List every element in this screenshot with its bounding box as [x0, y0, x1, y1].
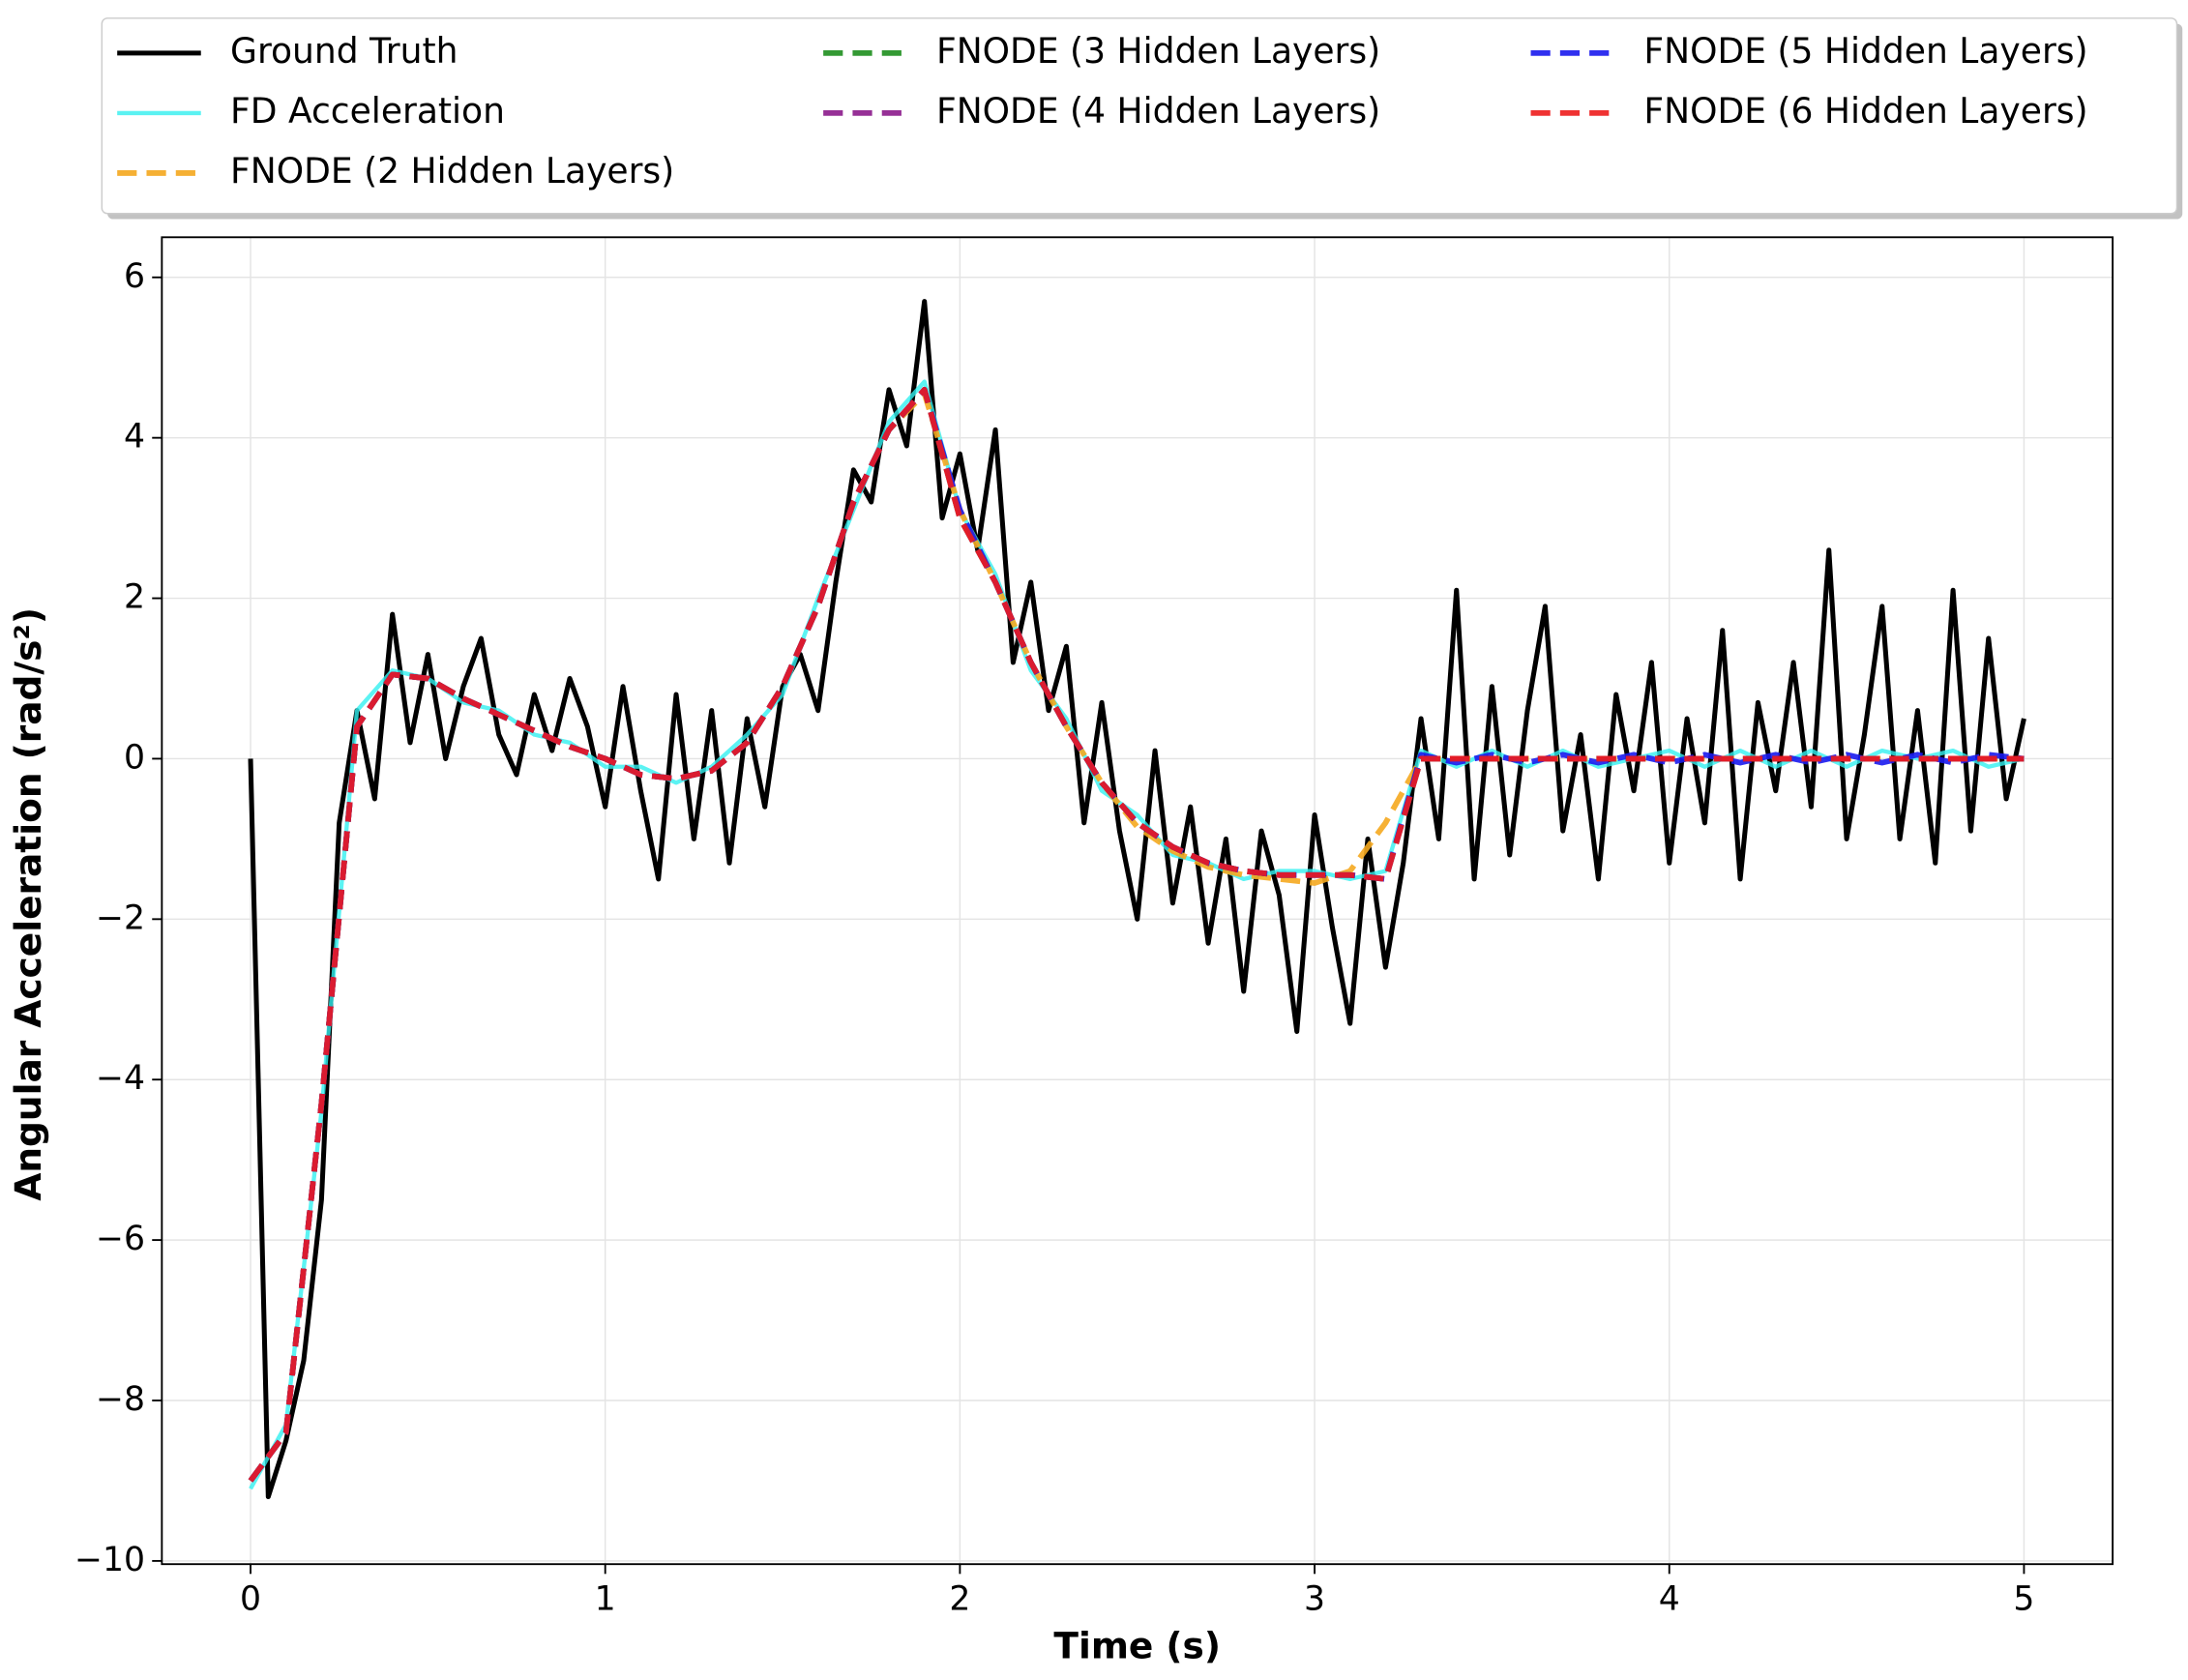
legend-label: FNODE (2 Hidden Layers): [230, 151, 674, 192]
y-tick-label: 4: [124, 418, 145, 457]
y-tick-label: −4: [96, 1059, 145, 1098]
legend-label: FNODE (6 Hidden Layers): [1643, 91, 2087, 132]
legend-label: FD Acceleration: [230, 91, 505, 132]
series-line: [248, 387, 2025, 1483]
y-tick-label: 0: [124, 738, 145, 777]
series-line: [248, 387, 2025, 1483]
y-tick-label: −6: [96, 1220, 145, 1258]
x-tick-label: 5: [2013, 1580, 2034, 1619]
legend-box: [101, 17, 2178, 215]
y-tick-label: −8: [96, 1380, 145, 1419]
series-line: [248, 387, 2025, 1483]
plot-frame: [161, 236, 2114, 1566]
y-axis-label: Angular Acceleration (rad/s²): [7, 607, 49, 1201]
legend-label: Ground Truth: [230, 31, 458, 72]
x-tick-label: 2: [949, 1580, 970, 1619]
y-tick-label: −2: [96, 899, 145, 937]
x-tick-label: 1: [595, 1580, 616, 1619]
series-line: [248, 391, 2025, 1483]
x-tick-label: 3: [1304, 1580, 1325, 1619]
plot-area: [162, 237, 2114, 1565]
y-tick-label: −10: [74, 1541, 145, 1579]
y-tick-label: 2: [124, 578, 145, 617]
x-tick-label: 4: [1659, 1580, 1680, 1619]
x-axis-label: Time (s): [1053, 1624, 1221, 1666]
series-line: [248, 387, 2025, 1483]
y-tick-label: 6: [124, 257, 145, 296]
legend-label: FNODE (3 Hidden Layers): [936, 31, 1380, 72]
series-line: [248, 299, 2026, 1500]
legend-label: FNODE (4 Hidden Layers): [936, 91, 1380, 132]
series-line: [249, 379, 2025, 1490]
legend-label: FNODE (5 Hidden Layers): [1643, 31, 2087, 72]
x-tick-label: 0: [240, 1580, 261, 1619]
